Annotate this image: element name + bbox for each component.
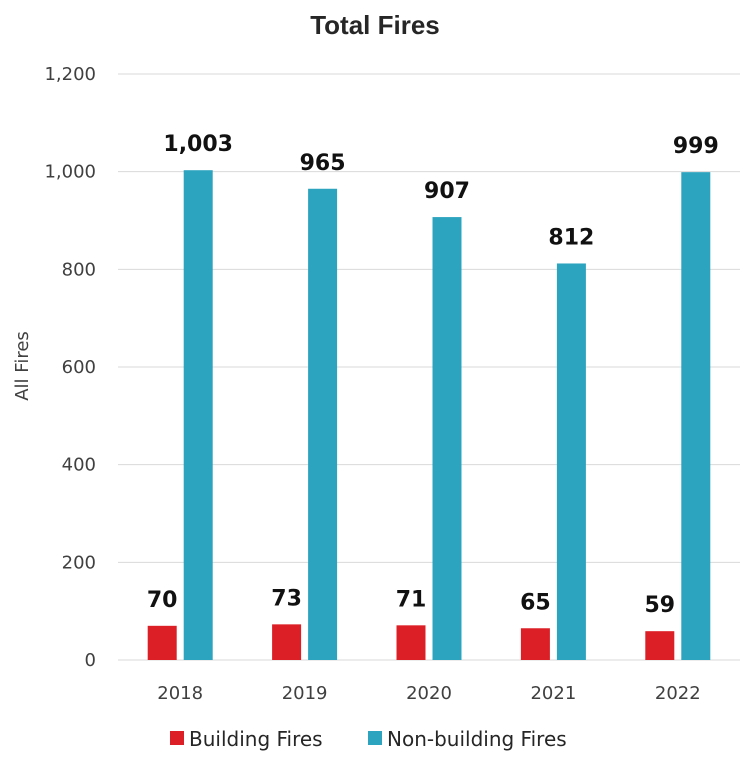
gridlines bbox=[118, 73, 740, 661]
y-tick-label: 200 bbox=[62, 552, 96, 573]
y-axis-label: All Fires bbox=[12, 331, 33, 401]
bar-non-building-2019 bbox=[308, 188, 338, 660]
x-tick-label: 2022 bbox=[655, 683, 701, 704]
data-label-non-building-2018: 1,003 bbox=[163, 132, 233, 157]
x-tick-label: 2020 bbox=[406, 683, 452, 704]
y-axis-ticks: 0 200 400 600 800 1,000 1,200 bbox=[44, 64, 96, 671]
bar-building-2019 bbox=[272, 624, 302, 660]
legend-label-building: Building Fires bbox=[189, 727, 323, 751]
data-label-building-2019: 73 bbox=[271, 586, 302, 611]
y-tick-label: 600 bbox=[62, 357, 96, 378]
data-label-building-2018: 70 bbox=[147, 588, 178, 613]
x-tick-label: 2021 bbox=[530, 683, 576, 704]
y-tick-label: 400 bbox=[62, 455, 96, 476]
data-label-non-building-2021: 812 bbox=[548, 225, 594, 250]
bar-building-2022 bbox=[645, 631, 675, 660]
y-tick-label: 1,000 bbox=[44, 162, 96, 183]
y-tick-label: 1,200 bbox=[44, 64, 96, 85]
chart-title: Total Fires bbox=[310, 10, 440, 40]
x-tick-label: 2018 bbox=[157, 683, 203, 704]
data-label-non-building-2022: 999 bbox=[673, 134, 719, 159]
legend-swatch-non-building bbox=[368, 731, 382, 745]
legend-label-non-building: Non-building Fires bbox=[387, 727, 567, 751]
data-label-building-2020: 71 bbox=[396, 587, 427, 612]
data-label-building-2022: 59 bbox=[644, 593, 675, 618]
bar-non-building-2022 bbox=[681, 172, 711, 660]
x-tick-label: 2019 bbox=[282, 683, 328, 704]
data-label-building-2021: 65 bbox=[520, 590, 551, 615]
bar-building-2020 bbox=[396, 625, 426, 660]
bars bbox=[147, 170, 711, 660]
data-label-non-building-2020: 907 bbox=[424, 179, 470, 204]
bar-non-building-2018 bbox=[183, 170, 213, 660]
data-labels: 70 1,003 73 965 71 907 65 812 59 999 bbox=[147, 132, 719, 618]
bar-non-building-2021 bbox=[556, 263, 586, 660]
x-axis-ticks: 2018 2019 2020 2021 2022 bbox=[157, 683, 700, 704]
bar-building-2018 bbox=[147, 625, 177, 660]
data-label-non-building-2019: 965 bbox=[300, 151, 346, 176]
legend: Building Fires Non-building Fires bbox=[170, 727, 567, 751]
bar-non-building-2020 bbox=[432, 217, 462, 660]
legend-swatch-building bbox=[170, 731, 184, 745]
y-tick-label: 800 bbox=[62, 259, 96, 280]
bar-building-2021 bbox=[520, 628, 550, 660]
y-tick-label: 0 bbox=[85, 650, 96, 671]
